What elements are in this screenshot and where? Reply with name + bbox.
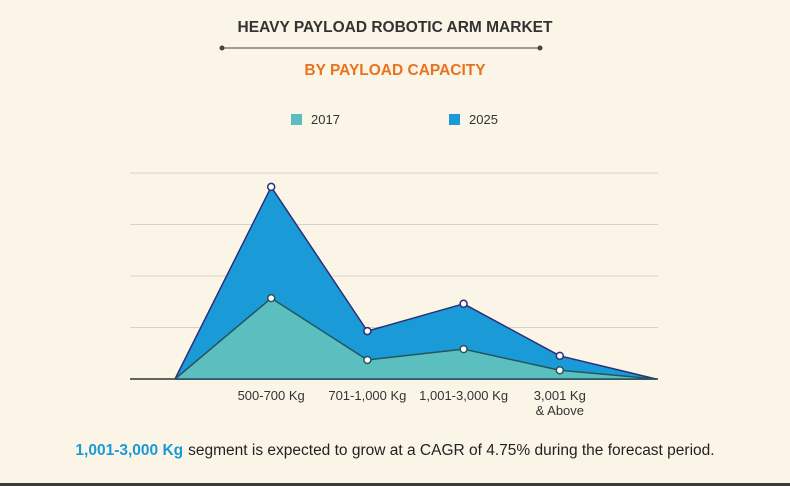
point [266, 293, 276, 303]
x-tick-label: 3,001 Kg & Above [533, 388, 586, 418]
x-tick-label: 500-700 Kg [237, 388, 305, 403]
point [266, 182, 276, 192]
point [363, 326, 372, 336]
legend-label: 2017 [311, 112, 340, 127]
point [555, 351, 565, 361]
x-tick-label: 701-1,000 Kg [328, 388, 407, 403]
point [459, 299, 468, 309]
x-tick-label: 1,001-3,000 Kg [419, 388, 509, 403]
footnote-highlight: 1,001-3,000 Kg [75, 442, 184, 459]
footnote-text: segment is expected to grow at a CAGR of… [188, 442, 715, 459]
chart-subtitle: BY PAYLOAD CAPACITY [304, 62, 486, 79]
point [555, 365, 565, 375]
bottom-bar [0, 483, 790, 486]
legend-label: 2025 [469, 112, 498, 127]
point [363, 355, 372, 365]
footnote: 1,001-3,000 Kg segment is expected to gro… [0, 442, 790, 460]
title-rule-dot [537, 45, 543, 51]
title-rule-dot [219, 45, 225, 51]
chart-title: HEAVY PAYLOAD ROBOTIC ARM MARKET [238, 19, 553, 36]
legend-swatch [291, 114, 302, 125]
point [459, 344, 468, 354]
legend-swatch [449, 114, 460, 125]
